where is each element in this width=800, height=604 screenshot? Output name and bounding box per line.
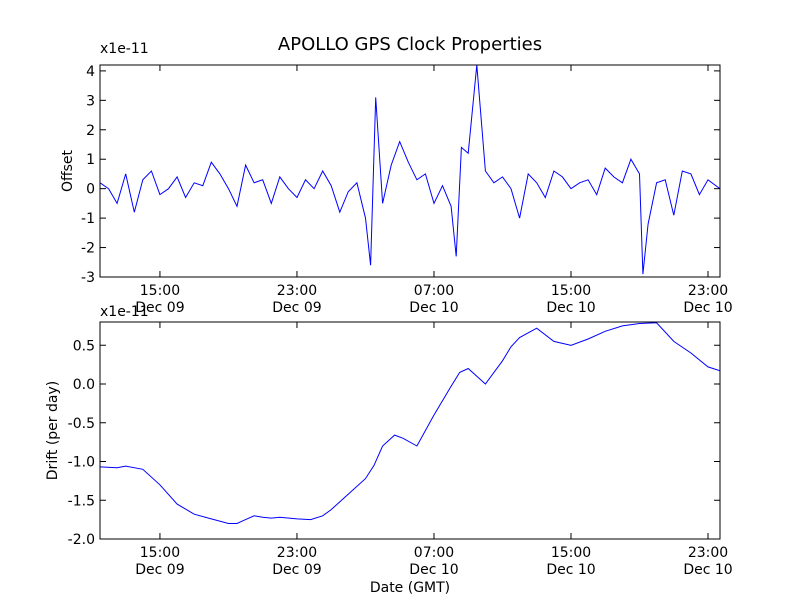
drift-x-tick-label-time: 23:00 <box>688 545 728 561</box>
drift-x-tick-label-date: Dec 10 <box>683 562 732 578</box>
offset-x-tick-label-time: 07:00 <box>414 283 454 299</box>
drift-x-tick-label-date: Dec 09 <box>272 562 321 578</box>
drift-y-tick-label: -1.5 <box>68 493 95 509</box>
drift-x-tick-label-time: 15:00 <box>140 545 180 561</box>
drift-y-tick-label: 0.5 <box>73 338 95 354</box>
offset-x-tick-label-time: 15:00 <box>140 283 180 299</box>
offset-y-tick-label: -3 <box>81 270 95 286</box>
drift-y-tick-label: -2.0 <box>68 532 95 548</box>
figure-title: APOLLO GPS Clock Properties <box>278 34 542 55</box>
drift-multiplier-label: x1e-11 <box>100 304 149 320</box>
offset-multiplier-label: x1e-11 <box>100 41 149 57</box>
offset-x-tick-label-date: Dec 10 <box>546 300 595 316</box>
drift-y-tick-label: 0.0 <box>73 377 95 393</box>
offset-x-tick-label-date: Dec 09 <box>135 300 184 316</box>
offset-y-tick-label: -1 <box>81 211 95 227</box>
x-axis-label: Date (GMT) <box>370 580 450 596</box>
offset-y-tick-label: -2 <box>81 241 95 257</box>
offset-axes-frame <box>99 64 721 278</box>
drift-x-tick-label-time: 23:00 <box>277 545 317 561</box>
drift-x-tick-label-time: 15:00 <box>551 545 591 561</box>
offset-x-tick-label-time: 15:00 <box>551 283 591 299</box>
offset-x-tick-label-date: Dec 10 <box>683 300 732 316</box>
drift-y-tick-label: -0.5 <box>68 416 95 432</box>
offset-x-tick-label-date: Dec 10 <box>409 300 458 316</box>
offset-x-tick-label-date: Dec 09 <box>272 300 321 316</box>
offset-x-tick-label-time: 23:00 <box>277 283 317 299</box>
offset-y-tick-label: 3 <box>86 93 95 109</box>
drift-y-tick-label: -1.0 <box>68 455 95 471</box>
drift-series-line <box>100 322 720 524</box>
offset-y-tick-label: 2 <box>86 123 95 139</box>
drift-x-tick-label-date: Dec 10 <box>546 562 595 578</box>
drift-x-tick-label-date: Dec 09 <box>135 562 184 578</box>
offset-y-tick-label: 4 <box>86 64 95 80</box>
drift-axes-frame <box>99 321 721 540</box>
offset-y-axis-label: Offset <box>60 149 76 192</box>
offset-y-tick-label: 0 <box>86 182 95 198</box>
drift-x-tick-label-date: Dec 10 <box>409 562 458 578</box>
offset-x-tick-label-time: 23:00 <box>688 283 728 299</box>
drift-y-axis-label: Drift (per day) <box>45 381 61 480</box>
drift-x-tick-label-time: 07:00 <box>414 545 454 561</box>
offset-series-line <box>100 65 720 275</box>
offset-y-tick-label: 1 <box>86 152 95 168</box>
